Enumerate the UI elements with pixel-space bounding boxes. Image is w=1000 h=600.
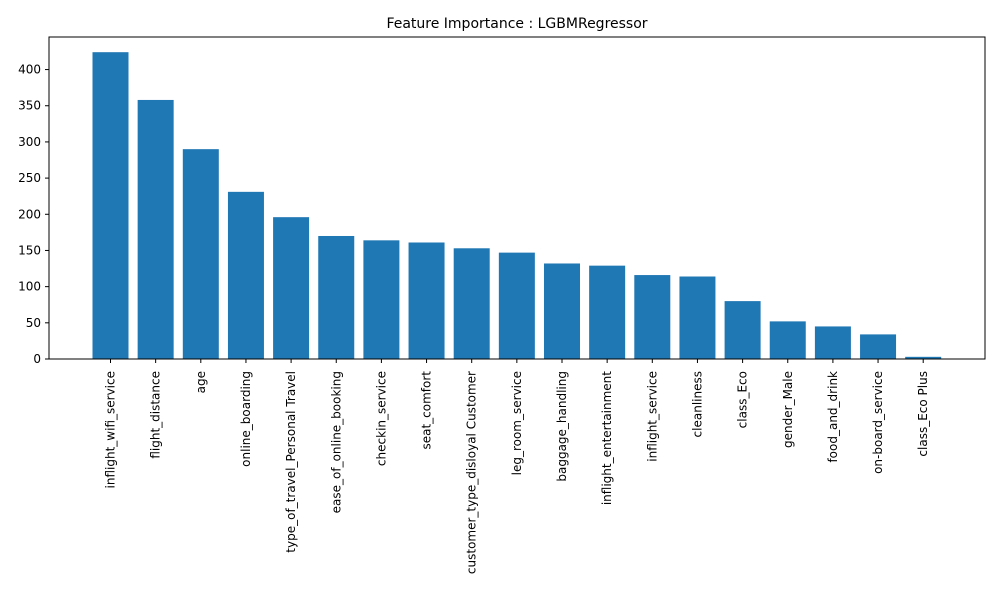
bar-9 [498,252,535,359]
y-tick-label-1: 50 [26,316,41,330]
x-tick-label-3: online_boarding [239,371,253,467]
x-tick-label-11: inflight_entertainment [600,371,614,505]
bar-5 [318,235,355,359]
bar-15 [769,321,806,359]
bar-8 [453,248,490,359]
bar-10 [544,263,580,359]
bar-7 [408,242,445,359]
bar-13 [679,276,716,359]
y-tick-label-6: 300 [18,135,41,149]
bar-14 [724,301,761,359]
y-tick-label-2: 100 [18,280,41,294]
y-tick-label-3: 150 [18,243,41,257]
bar-2 [182,149,219,359]
x-tick-label-10: baggage_handling [555,371,569,482]
x-tick-label-9: leg_room_service [510,371,524,475]
x-tick-label-2: age [194,371,208,393]
bar-3 [227,191,264,359]
bar-11 [589,265,626,359]
x-tick-label-17: on-board_service [871,371,885,474]
x-tick-label-16: food_and_drink [826,371,840,463]
y-tick-label-5: 250 [18,171,41,185]
x-tick-label-7: seat_comfort [420,371,434,450]
x-tick-label-12: inflight_service [645,371,659,462]
chart-title: Feature Importance : LGBMRegressor [386,16,647,32]
x-tick-label-15: gender_Male [781,371,795,448]
y-axis-ticks: 0 50 100 150 200 250 300 350 400 [18,63,49,366]
x-tick-label-13: cleanliness [690,371,704,437]
bar-1 [137,99,174,359]
y-tick-label-4: 200 [18,207,41,221]
x-axis-ticks: inflight_wifi_service flight_distance age o… [104,359,930,574]
x-tick-label-8: customer_type_disloyal Customer [465,371,479,574]
bars-group [92,52,942,360]
bar-18 [905,356,942,359]
x-tick-label-6: checkin_service [374,371,388,466]
x-tick-label-1: flight_distance [149,371,163,459]
bar-17 [860,334,897,359]
x-tick-label-14: class_Eco [736,371,750,428]
bar-16 [814,326,851,359]
bar-6 [363,240,400,359]
x-tick-label-18: class_Eco Plus [916,371,930,457]
x-tick-label-4: type_of_travel_Personal Travel [284,371,298,553]
x-tick-label-0: inflight_wifi_service [104,371,118,488]
x-tick-label-5: ease_of_online_booking [329,371,343,513]
y-tick-label-8: 400 [18,63,41,77]
bar-0 [92,52,129,360]
y-tick-label-7: 350 [18,99,41,113]
plot-frame [48,36,986,360]
bar-4 [273,217,310,359]
y-tick-label-0: 0 [33,352,41,366]
bar-12 [634,275,671,359]
